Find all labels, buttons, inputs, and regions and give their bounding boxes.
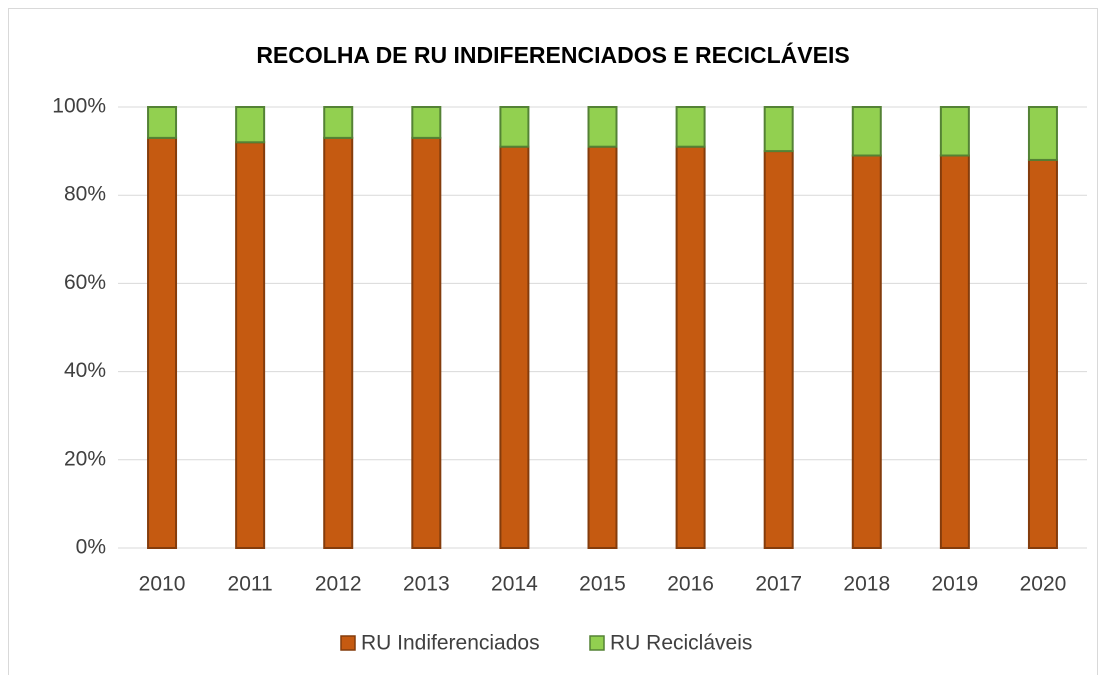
bar-segment [1027, 106, 1058, 161]
x-tick-label: 2010 [139, 573, 186, 596]
x-tick-label: 2016 [667, 573, 714, 596]
y-tick-label: 100% [52, 95, 106, 118]
y-tick-label: 0% [76, 536, 106, 559]
bar-segment [235, 106, 266, 144]
legend-swatch [340, 635, 356, 651]
x-tick-label: 2020 [1020, 573, 1067, 596]
y-tick-label: 60% [64, 271, 106, 294]
bar-segment [675, 145, 706, 549]
bar-segment [499, 106, 530, 148]
bar-segment [1027, 158, 1058, 549]
bar-segment [675, 106, 706, 148]
y-tick-label: 40% [64, 359, 106, 382]
bar-segment [499, 145, 530, 549]
bar-segment [851, 106, 882, 157]
bar-segment [939, 106, 970, 157]
x-tick-label: 2018 [843, 573, 890, 596]
x-tick-label: 2017 [755, 573, 802, 596]
y-tick-label: 80% [64, 183, 106, 206]
bar-segment [323, 136, 354, 549]
bar-segment [587, 106, 618, 148]
x-tick-label: 2015 [579, 573, 626, 596]
legend-swatch [589, 635, 605, 651]
legend-label: RU Recicláveis [610, 632, 752, 655]
chart-frame [8, 8, 1098, 675]
bar-segment [147, 106, 178, 139]
x-tick-label: 2013 [403, 573, 450, 596]
bar-segment [411, 136, 442, 549]
bar-segment [939, 154, 970, 549]
legend-label: RU Indiferenciados [361, 632, 540, 655]
bar-segment [763, 150, 794, 549]
bar-segment [851, 154, 882, 549]
x-tick-label: 2014 [491, 573, 538, 596]
bar-segment [763, 106, 794, 153]
bar-segment [235, 141, 266, 549]
bar-segment [587, 145, 618, 549]
x-tick-label: 2011 [228, 573, 273, 596]
y-tick-label: 20% [64, 447, 106, 470]
bar-segment [323, 106, 354, 139]
x-tick-label: 2012 [315, 573, 362, 596]
x-tick-label: 2019 [932, 573, 979, 596]
bar-segment [147, 136, 178, 549]
chart-title: RECOLHA DE RU INDIFERENCIADOS E RECICLÁV… [256, 41, 849, 68]
bar-segment [411, 106, 442, 139]
